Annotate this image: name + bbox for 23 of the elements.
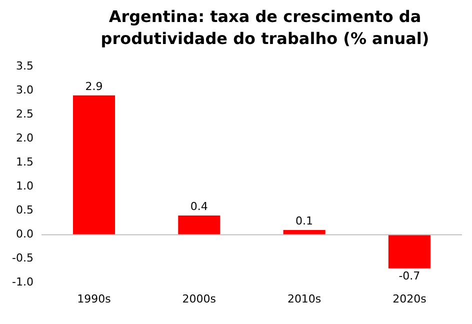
data-label: 0.4: [190, 200, 208, 213]
y-tick-label: 0.5: [16, 204, 34, 217]
bar: [283, 230, 326, 235]
data-label: -0.7: [398, 270, 420, 283]
y-tick-label: 2.0: [16, 132, 34, 145]
data-label: 2.9: [85, 80, 103, 93]
data-label: 0.1: [296, 214, 314, 228]
y-tick-label: 1.5: [16, 156, 34, 169]
y-tick-label: 3.0: [16, 83, 34, 96]
x-tick-label: 2010s: [287, 292, 322, 306]
bar: [178, 216, 220, 235]
y-tick-label: -0.5: [12, 252, 34, 265]
y-tick-label: 0.0: [16, 228, 34, 241]
y-tick-label: 3.5: [16, 59, 34, 72]
x-tick-label: 2020s: [392, 292, 427, 306]
y-tick-label: -1.0: [12, 276, 34, 289]
x-tick-label: 2000s: [182, 292, 216, 306]
bar: [73, 95, 116, 235]
chart-title: Argentina: taxa de crescimento da produtividade do trabalho (% anual): [100, 6, 430, 50]
bar: [388, 234, 430, 268]
y-tick-label: 2.5: [16, 108, 34, 121]
y-tick-label: 1.0: [16, 180, 34, 193]
x-tick-label: 1990s: [77, 292, 112, 306]
